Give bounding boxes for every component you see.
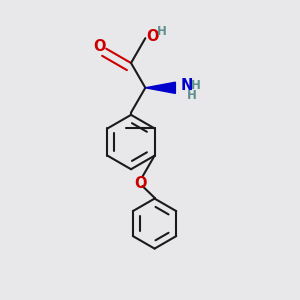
Text: O: O [93,39,106,54]
Text: H: H [187,89,196,102]
Text: O: O [135,176,147,191]
Text: H: H [191,80,201,92]
Text: O: O [146,29,158,44]
Text: H: H [157,25,166,38]
Polygon shape [145,82,175,93]
Text: N: N [181,78,194,93]
